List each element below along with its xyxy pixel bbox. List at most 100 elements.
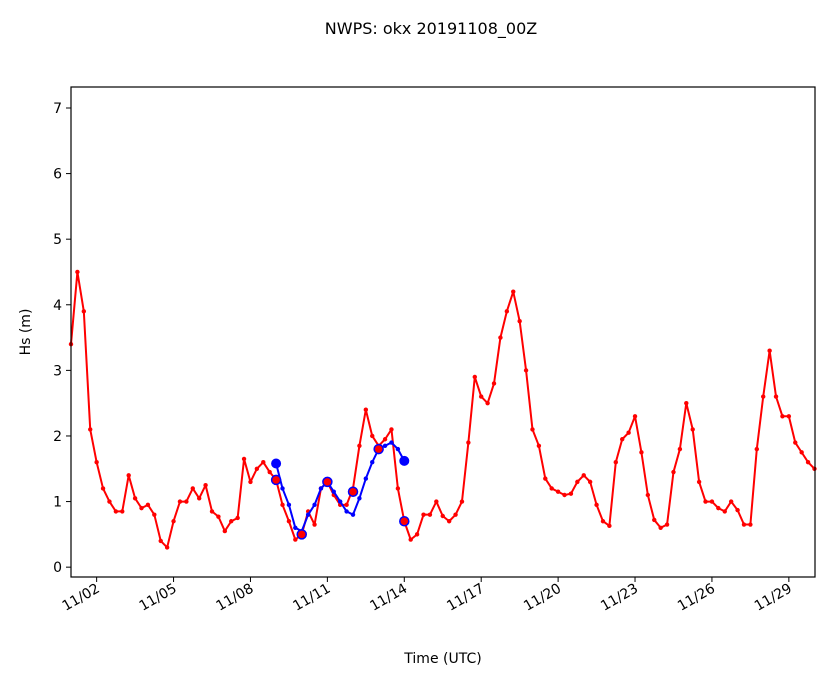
forecast-point: [344, 509, 349, 514]
observed-point: [696, 479, 702, 485]
observed-point: [139, 505, 144, 511]
forecast-point: [286, 502, 292, 508]
observed-point: [196, 496, 202, 501]
chart-title: NWPS: okx 20191108_00Z: [325, 19, 537, 39]
observed-point: [382, 437, 388, 442]
observed-point: [523, 368, 529, 373]
observed-point: [793, 440, 798, 445]
observed-point: [805, 460, 811, 465]
plot-frame: [70, 86, 816, 578]
observed-point: [132, 496, 138, 501]
observed-point: [658, 525, 663, 531]
observed-point: [145, 502, 151, 508]
y-tick-label: 3: [53, 363, 62, 379]
observed-point: [703, 499, 708, 504]
forecast-point: [363, 476, 369, 481]
y-tick-label: 1: [53, 495, 62, 511]
observed-point: [568, 491, 574, 496]
observed-point: [88, 427, 93, 432]
observed-point: [312, 522, 317, 527]
observed-point: [107, 499, 112, 504]
observed-point: [293, 537, 298, 542]
forecast-point: [399, 455, 410, 466]
observed-point: [229, 519, 234, 524]
observed-point: [478, 394, 484, 399]
observed-point: [536, 443, 542, 449]
x-tick-label: 11/11: [290, 581, 333, 615]
observed-point: [581, 473, 586, 478]
highlighted-point: [296, 529, 307, 540]
observed-point: [100, 486, 106, 491]
x-tick-label: 11/05: [137, 581, 180, 615]
x-tick-label: 11/08: [214, 581, 257, 615]
observed-point: [549, 486, 554, 491]
x-tick-label: 11/20: [521, 581, 564, 615]
observed-point: [741, 522, 747, 527]
highlighted-point: [399, 515, 410, 527]
observed-point: [222, 528, 228, 534]
observed-point: [216, 514, 221, 519]
observed-point: [511, 289, 516, 294]
highlighted-point: [322, 476, 333, 488]
highlighted-point: [270, 474, 282, 486]
x-tick-label: 11/17: [444, 581, 487, 615]
forecast-point: [271, 458, 282, 469]
observed-point: [671, 469, 676, 475]
observed-point: [94, 460, 99, 465]
observed-point: [722, 509, 727, 514]
observed-point: [728, 499, 734, 504]
forecast-point: [318, 486, 324, 491]
forecast-point: [293, 525, 298, 531]
plot-marks: [68, 269, 817, 550]
highlighted-point: [373, 443, 384, 455]
observed-point: [434, 499, 439, 504]
observed-point: [190, 486, 195, 491]
observed-point: [690, 427, 695, 432]
observed-point: [459, 499, 465, 504]
observed-point: [645, 492, 651, 498]
observed-point: [408, 537, 413, 542]
observed-point: [594, 502, 599, 508]
observed-point: [684, 400, 689, 406]
observed-point: [709, 499, 715, 504]
observed-point: [286, 519, 292, 524]
observed-point: [357, 443, 362, 449]
observed-point: [632, 414, 638, 419]
x-axis: 11/02 11/05 11/08 11/11 11/14 11/17 11/20 11/23…: [60, 577, 795, 615]
observed-point: [773, 394, 779, 399]
observed-point: [498, 335, 503, 340]
observed-point: [267, 469, 272, 475]
observed-point: [620, 437, 625, 442]
observed-point: [491, 381, 497, 386]
forecast-point: [331, 489, 336, 494]
observed-point: [177, 499, 183, 504]
observed-point: [504, 309, 510, 314]
observed-point: [607, 523, 612, 529]
observed-point: [639, 450, 644, 455]
forecast-point: [370, 460, 375, 465]
observed-point: [761, 394, 766, 399]
observed-point: [184, 499, 189, 504]
observed-point: [799, 450, 804, 455]
observed-point: [446, 519, 452, 524]
observed-point: [716, 505, 721, 511]
x-tick-label: 11/02: [60, 581, 103, 615]
observed-point: [280, 502, 285, 508]
observed-point: [120, 509, 125, 514]
forecast-point: [357, 496, 362, 501]
x-tick-label: 11/14: [367, 581, 410, 615]
x-tick-label: 11/23: [598, 581, 641, 615]
observed-point: [75, 269, 80, 275]
observed-point: [427, 512, 433, 517]
y-tick-label: 5: [53, 232, 62, 248]
observed-point: [113, 509, 119, 514]
observed-point: [363, 407, 369, 412]
observed-point: [344, 502, 349, 508]
observed-point: [677, 446, 683, 452]
y-tick-label: 0: [53, 560, 62, 576]
observed-point: [81, 309, 87, 314]
observed-point: [203, 482, 208, 488]
observed-point: [735, 507, 740, 513]
observed-point: [600, 519, 606, 524]
forecast-point: [305, 512, 311, 517]
